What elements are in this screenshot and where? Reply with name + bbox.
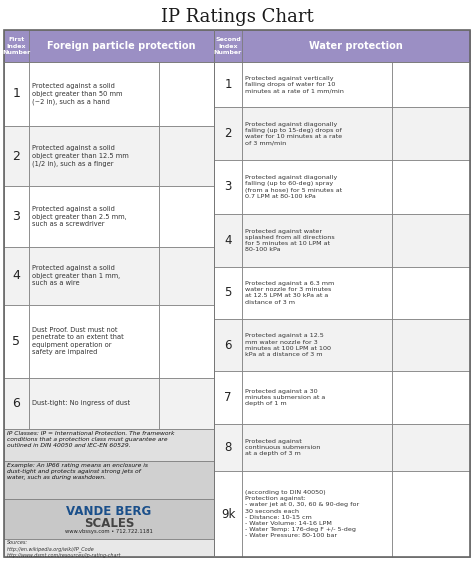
Bar [214,107,242,159]
Bar [392,159,470,214]
Text: SCALES: SCALES [84,517,134,530]
Bar [4,62,29,126]
Bar [392,266,470,319]
Text: Protected against a solid
object greater than 2.5 mm,
such as a screwdriver: Protected against a solid object greater… [32,206,127,227]
Bar [214,424,242,471]
Text: Dust-tight: No ingress of dust: Dust-tight: No ingress of dust [32,400,130,407]
Bar [159,126,214,187]
Bar [4,187,29,247]
Bar [392,319,470,371]
Text: IP Classes: IP = International Protection. The framework
conditions that a prote: IP Classes: IP = International Protectio… [7,431,174,448]
Bar [214,319,242,371]
Text: 4: 4 [13,269,20,282]
Text: VANDE BERG: VANDE BERG [66,505,152,518]
Bar [392,424,470,471]
Text: Protected against water
splashed from all directions
for 5 minutes at 10 LPM at
: Protected against water splashed from al… [245,229,335,252]
Bar [242,159,392,214]
Text: Water protection: Water protection [309,41,403,51]
Text: Protected against a solid
object greater than 50 mm
(~2 in), such as a hand: Protected against a solid object greater… [32,83,122,105]
Bar [242,266,392,319]
Bar [29,187,159,247]
Bar [29,62,159,126]
Bar [4,247,29,304]
Bar [159,62,214,126]
Text: 2: 2 [224,127,232,140]
Bar [29,304,159,378]
Text: Protected against a solid
object greater than 1 mm,
such as a wire: Protected against a solid object greater… [32,265,120,286]
Text: Protected against
continuous submersion
at a depth of 3 m: Protected against continuous submersion … [245,439,320,456]
Text: (according to DIN 40050)
Protection against:
- water jet at 0, 30, 60 & 90-deg f: (according to DIN 40050) Protection agai… [245,490,359,538]
Text: Protected against a 6.3 mm
water nozzle for 3 minutes
at 12.5 LPM at 30 kPa at a: Protected against a 6.3 mm water nozzle … [245,281,334,304]
Bar [242,424,392,471]
Text: IP Ratings Chart: IP Ratings Chart [161,8,313,26]
Text: www.vbssys.com • 712.722.1181: www.vbssys.com • 712.722.1181 [65,529,153,534]
Text: Foreign particle protection: Foreign particle protection [47,41,196,51]
Bar [214,30,242,62]
Bar [214,471,242,557]
Bar [29,30,214,62]
Bar [29,126,159,187]
Bar [4,30,29,62]
Text: Protected against diagonally
falling (up to 15-deg) drops of
water for 10 minute: Protected against diagonally falling (up… [245,121,342,145]
Text: 6: 6 [224,338,232,352]
Text: 5: 5 [12,335,20,348]
Bar [159,304,214,378]
Bar [392,62,470,107]
Bar [242,30,470,62]
Bar [29,378,159,429]
Text: Example: An IP66 rating means an enclosure is
dust-tight and protects against st: Example: An IP66 rating means an enclosu… [7,463,148,480]
Text: 4: 4 [224,234,232,247]
Text: Protected against a 30
minutes submersion at a
depth of 1 m: Protected against a 30 minutes submersio… [245,389,325,406]
Text: 9k: 9k [221,507,235,521]
Bar [392,371,470,424]
Bar [242,471,392,557]
Text: 6: 6 [13,397,20,410]
Text: Sources:
http://en.wikipedia.org/wiki/IP_Code
http://www.dsmt.com/resources/ip-r: Sources: http://en.wikipedia.org/wiki/IP… [7,540,121,558]
Bar [4,539,214,557]
Text: Protected against a 12.5
mm water nozzle for 3
minutes at 100 LPM at 100
kPa at : Protected against a 12.5 mm water nozzle… [245,333,331,357]
Text: 2: 2 [13,150,20,163]
Text: 8: 8 [224,441,232,454]
Text: 1: 1 [224,78,232,91]
Bar [242,371,392,424]
Bar [214,371,242,424]
Text: Protected against diagonally
falling (up to 60-deg) spray
(from a hose) for 5 mi: Protected against diagonally falling (up… [245,175,342,199]
Bar [242,214,392,266]
Text: 3: 3 [224,180,232,193]
Bar [4,126,29,187]
Bar [159,378,214,429]
Text: 5: 5 [224,286,232,299]
Bar [214,159,242,214]
Text: Dust Proof. Dust must not
penetrate to an extent that
equipment operation or
saf: Dust Proof. Dust must not penetrate to a… [32,327,124,356]
Bar [242,107,392,159]
Bar [214,214,242,266]
Bar [392,471,470,557]
Bar [29,247,159,304]
Bar [392,214,470,266]
Text: 7: 7 [224,391,232,404]
Bar [4,499,214,539]
Bar [4,429,214,461]
Bar [159,247,214,304]
Bar [4,304,29,378]
Bar [392,107,470,159]
Bar [242,319,392,371]
Bar [214,266,242,319]
Text: 3: 3 [13,210,20,223]
Text: Protected against vertically
falling drops of water for 10
minutes at a rate of : Protected against vertically falling dro… [245,76,344,94]
Text: Second
Index
Number: Second Index Number [214,37,242,54]
Bar [4,461,214,499]
Bar [159,187,214,247]
Bar [214,62,242,107]
Text: Protected against a solid
object greater than 12.5 mm
(1/2 in), such as a finger: Protected against a solid object greater… [32,145,129,167]
Text: 1: 1 [13,87,20,100]
Bar [4,378,29,429]
Bar [242,62,392,107]
Text: First
Index
Number: First Index Number [2,37,31,54]
